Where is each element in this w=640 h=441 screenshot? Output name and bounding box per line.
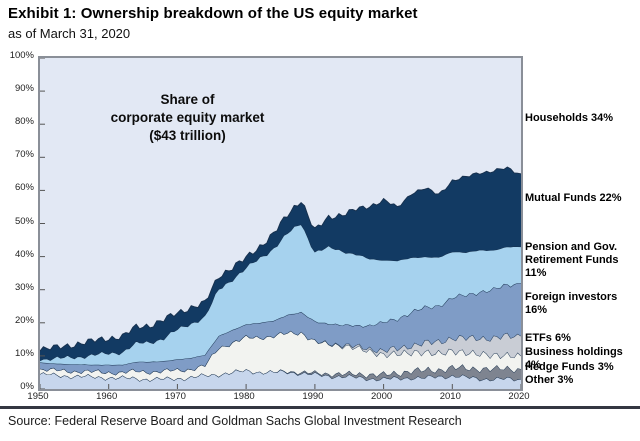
x-tick-label: 2010	[439, 391, 461, 402]
y-tick-label: 60%	[14, 182, 34, 194]
y-tick-label: 20%	[14, 314, 34, 326]
y-tick-label: 80%	[14, 116, 34, 128]
chart-annotation: Share of corporate equity market ($43 tr…	[110, 92, 265, 144]
y-tick-label: 0%	[20, 381, 34, 392]
area-other	[40, 369, 521, 389]
x-tick-label: 1950	[27, 391, 49, 402]
y-axis: 0% 10% 20% 30% 40% 50% 60% 70% 80% 90% 100%	[0, 50, 34, 392]
area-mutual-funds	[40, 167, 521, 361]
footer-divider	[0, 406, 640, 409]
y-tick-label: 10%	[14, 347, 34, 359]
series-label: Households 34%	[525, 111, 614, 124]
page-title: Exhibit 1: Ownership breakdown of the US…	[8, 5, 418, 22]
x-tick-label: 1990	[302, 391, 324, 402]
page-subtitle: as of March 31, 2020	[8, 26, 131, 41]
x-axis: 1950 1960 1970 1980 1990 2000 2010 2020	[27, 391, 529, 405]
area-foreign-investors	[40, 283, 521, 375]
chart-svg	[40, 58, 521, 389]
x-tick-label: 2020	[508, 391, 530, 402]
x-tick-label: 1960	[96, 391, 118, 402]
series-label: Pension and Gov. Retirement Funds 11%	[525, 240, 619, 279]
y-tick-label: 30%	[14, 281, 34, 293]
outline-mutual-funds	[40, 166, 521, 352]
series-label: ETFs 6%	[525, 332, 571, 344]
y-tick-label: 40%	[14, 248, 34, 260]
stacked-area-chart: Share of corporate equity market ($43 tr…	[38, 56, 523, 391]
y-tick-label: 50%	[14, 215, 34, 227]
x-tick-label: 2000	[371, 391, 393, 402]
area-business-holdings	[40, 330, 521, 382]
series-label: Mutual Funds 22%	[525, 191, 622, 204]
series-labels: Households 34% Mutual Funds 22% Pension an…	[525, 56, 639, 387]
source-note: Source: Federal Reserve Board and Goldma…	[8, 414, 462, 428]
x-tick-label: 1980	[233, 391, 255, 402]
area-hedge-funds	[40, 364, 521, 382]
x-tick-label: 1970	[164, 391, 186, 402]
series-label: Foreign investors 16%	[525, 290, 618, 316]
y-tick-label: 70%	[14, 149, 34, 161]
y-tick-label: 100%	[9, 50, 34, 61]
y-tick-label: 90%	[14, 83, 34, 95]
series-label: Hedge Funds 3%	[525, 360, 614, 373]
series-label: Business holdings 4%	[525, 346, 623, 372]
series-label: Other 3%	[525, 374, 574, 387]
